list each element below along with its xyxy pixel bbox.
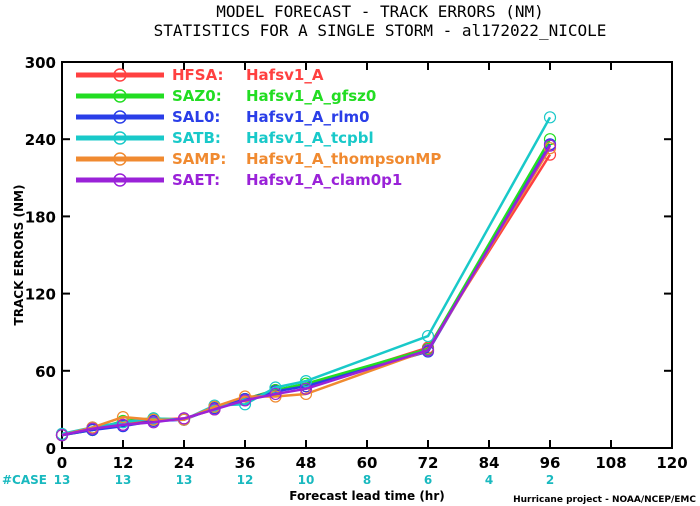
y-axis: 0 60 120 180 240 300: [25, 54, 672, 458]
data-point: [177, 412, 191, 425]
legend-model: Hafsv1_A_gfsz0: [246, 87, 376, 105]
x-tick-label: 36: [235, 454, 256, 472]
legend-name: SATB:: [172, 129, 221, 147]
x-axis-label: Forecast lead time (hr): [289, 489, 445, 503]
legend-swatch-marker: [113, 152, 127, 166]
legend-name: SAZ0:: [172, 87, 222, 105]
legend-swatch-marker: [113, 68, 127, 82]
x-tick-label: 120: [656, 454, 687, 472]
case-count: 10: [298, 473, 315, 487]
series-line-5: [61, 144, 552, 437]
y-tick-label: 180: [25, 208, 56, 226]
legend-model: Hafsv1_A_tcpbl: [246, 129, 374, 147]
case-counts: #CASE 13 13 13 12 10 8 6 4 2: [2, 473, 554, 487]
data-point: [421, 329, 435, 343]
y-tick-label: 300: [25, 54, 56, 72]
legend-name: HFSA:: [172, 66, 224, 84]
legend-model: Hafsv1_A_rlm0: [246, 108, 370, 126]
data-point: [208, 403, 221, 416]
case-count: 8: [363, 473, 371, 487]
legend-model: Hafsv1_A_thompsonMP: [246, 150, 441, 168]
y-tick-label: 240: [25, 131, 56, 149]
series-group: [55, 111, 557, 442]
case-count: 13: [115, 473, 132, 487]
legend-swatch-marker: [113, 110, 127, 124]
chart-title-line2: STATISTICS FOR A SINGLE STORM - al172022…: [154, 21, 607, 40]
credit-text: Hurricane project - NOAA/NCEP/EMC: [513, 495, 696, 505]
x-tick-label: 48: [296, 454, 317, 472]
data-point: [55, 429, 69, 442]
x-tick-label: 12: [113, 454, 134, 472]
x-tick-label: 60: [357, 454, 378, 472]
case-row-label: #CASE: [2, 473, 47, 487]
data-point: [421, 344, 435, 357]
legend-swatch-marker: [113, 131, 127, 145]
chart-title-line1: MODEL FORECAST - TRACK ERRORS (NM): [216, 2, 544, 21]
legend-name: SAMP:: [172, 150, 226, 168]
case-count: 13: [54, 473, 71, 487]
legend-model: Hafsv1_A_clam0p1: [246, 171, 402, 189]
legend-name: SAET:: [172, 171, 220, 189]
legend-swatch-marker: [113, 173, 127, 187]
data-point: [86, 422, 99, 435]
x-tick-label: 96: [540, 454, 561, 472]
data-point: [299, 382, 313, 395]
data-point: [543, 111, 557, 124]
legend-swatch-marker: [113, 89, 127, 103]
legend-model: Hafsv1_A: [246, 66, 324, 84]
y-tick-label: 0: [46, 440, 56, 458]
case-count: 2: [546, 473, 554, 487]
case-count: 6: [424, 473, 432, 487]
legend: HFSA: Hafsv1_A SAZ0: Hafsv1_A_gfsz0 SAL0: Haf…: [76, 66, 441, 189]
x-tick-label: 24: [174, 454, 195, 472]
data-point: [116, 411, 130, 424]
y-tick-label: 60: [35, 363, 56, 381]
data-point: [269, 387, 282, 401]
legend-name: SAL0:: [172, 108, 220, 126]
data-point: [116, 418, 130, 431]
data-point: [238, 390, 252, 403]
x-axis: 0 12 24 36 48 60 72 84 96 108 120: [57, 62, 688, 472]
case-count: 13: [176, 473, 193, 487]
y-tick-label: 120: [25, 286, 56, 304]
x-tick-label: 72: [418, 454, 439, 472]
data-point: [238, 394, 252, 407]
x-tick-label: 108: [595, 454, 626, 472]
data-point: [147, 416, 160, 429]
case-count: 12: [237, 473, 254, 487]
data-point: [543, 139, 557, 152]
x-tick-label: 84: [479, 454, 500, 472]
data-point: [238, 398, 252, 411]
case-count: 4: [485, 473, 493, 487]
x-tick-label: 0: [57, 454, 67, 472]
data-point: [299, 374, 313, 388]
series-line-4: [61, 147, 552, 437]
y-axis-label: TRACK ERRORS (NM): [12, 185, 26, 326]
